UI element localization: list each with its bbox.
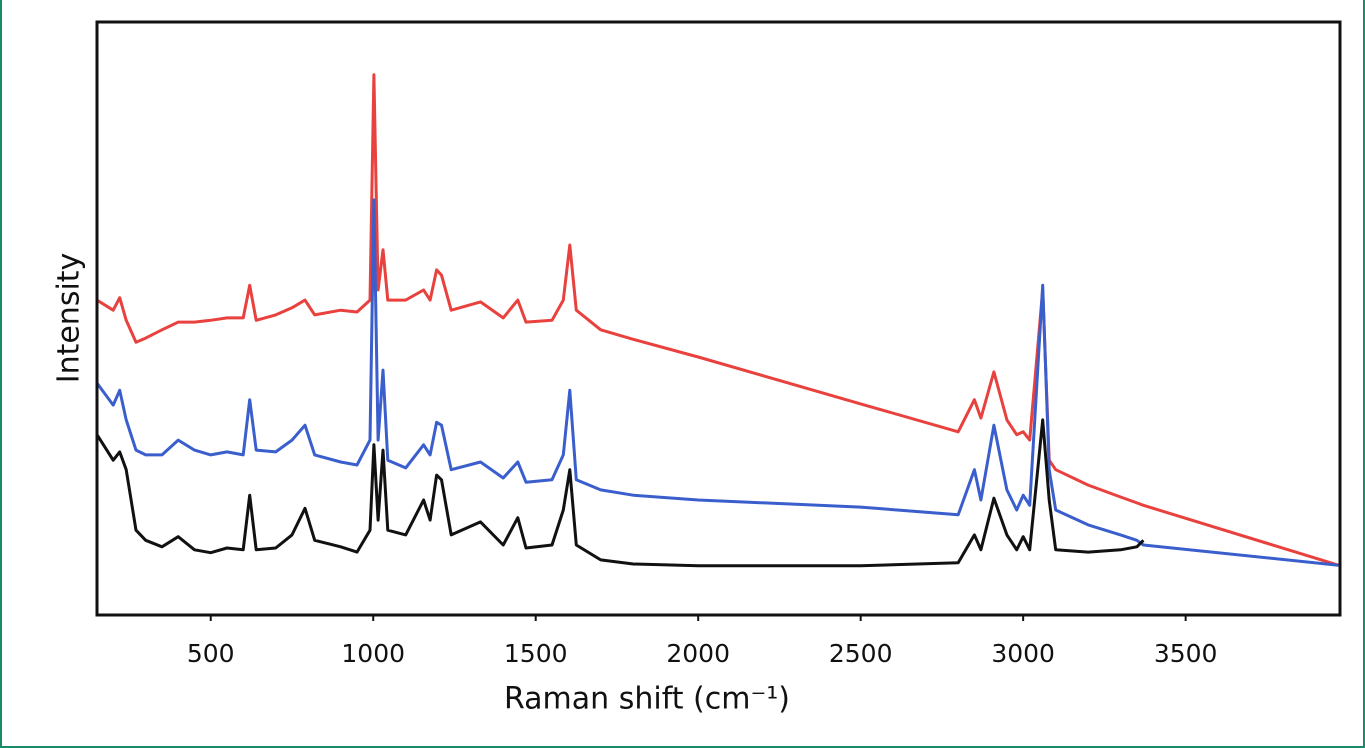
spectrum-line bbox=[95, 418, 1145, 568]
x-tick-label: 2500 bbox=[829, 639, 893, 668]
plot-area bbox=[97, 22, 1340, 615]
plot-border bbox=[95, 20, 1342, 617]
x-tick-label: 500 bbox=[187, 639, 235, 668]
spectrum-line bbox=[96, 73, 1339, 567]
x-tick-label: 1000 bbox=[341, 639, 405, 668]
y-axis-label: Intensity bbox=[52, 253, 87, 384]
x-tick-label: 2000 bbox=[666, 639, 730, 668]
x-tick-label: 3500 bbox=[1154, 639, 1218, 668]
x-tick-label: 3000 bbox=[991, 639, 1055, 668]
spectrum-line bbox=[95, 198, 1339, 567]
x-axis-label: Raman shift (cm⁻¹) bbox=[504, 682, 790, 717]
x-tick-label: 1500 bbox=[504, 639, 568, 668]
